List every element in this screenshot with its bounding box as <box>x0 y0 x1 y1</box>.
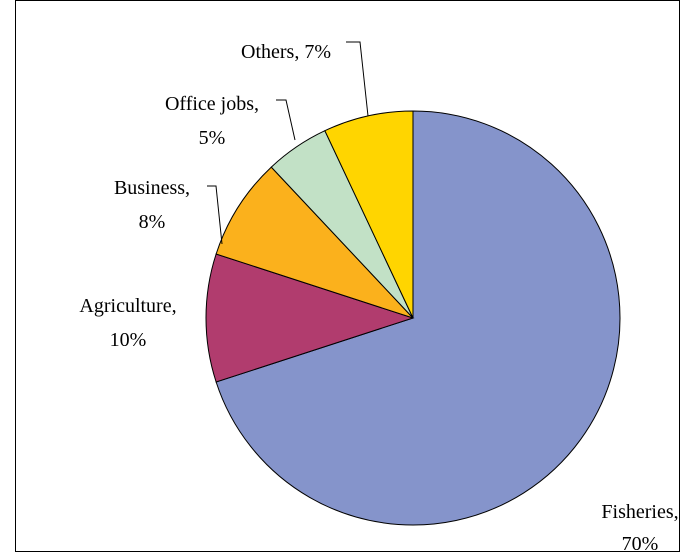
label-others-line-1: Others, 7% <box>241 41 331 63</box>
label-business-line-2: 8% <box>139 211 166 233</box>
leader-office-jobs <box>276 99 296 141</box>
label-fisheries-line-2: 70% <box>622 533 659 552</box>
pie-slice-agriculture <box>205 253 415 383</box>
label-agriculture-line-1: Agriculture, <box>79 295 176 317</box>
label-agriculture-line-2: 10% <box>110 329 147 351</box>
label-office-jobs-line-1: Office jobs, <box>165 93 259 115</box>
label-fisheries-line-1: Fisheries, <box>601 501 678 523</box>
pie-slice-business <box>215 166 414 319</box>
leader-others <box>346 41 369 117</box>
leader-lines <box>207 41 369 245</box>
leader-business <box>207 185 223 245</box>
label-office-jobs-line-2: 5% <box>199 127 226 149</box>
pie-slice-fisheries <box>215 110 621 526</box>
slice-labels: Fisheries, 70% Agriculture, 10% Business, 8% O… <box>79 41 678 552</box>
label-business-line-1: Business, <box>114 177 190 199</box>
slices-group <box>205 110 621 526</box>
